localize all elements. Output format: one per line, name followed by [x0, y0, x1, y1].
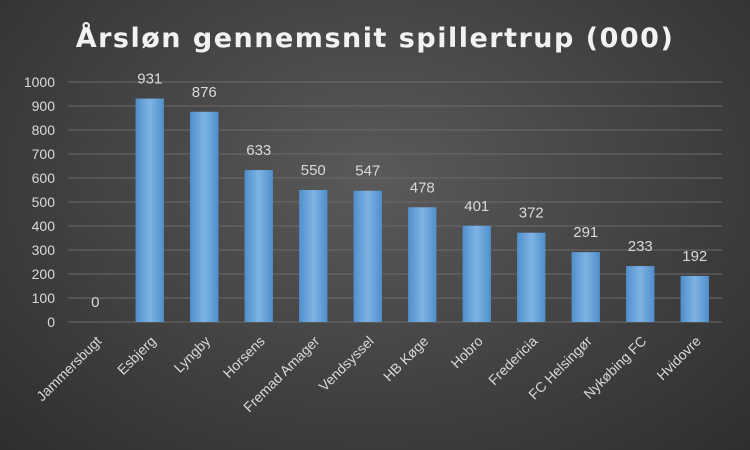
bar [190, 111, 219, 322]
bar [517, 232, 546, 322]
y-tick-label: 600 [32, 170, 56, 186]
data-label: 633 [246, 142, 271, 159]
bar [680, 275, 709, 322]
data-label: 192 [682, 248, 707, 265]
y-tick-label: 200 [32, 266, 56, 282]
bar [353, 190, 382, 322]
y-tick-label: 100 [32, 290, 56, 306]
x-tick-label: HB Køge [380, 333, 432, 385]
bar [408, 207, 437, 322]
x-tick-label: Vendsyssel [315, 333, 376, 394]
data-label: 0 [91, 294, 99, 311]
data-label: 876 [192, 84, 217, 101]
y-axis: 0 100 200 300 400 500 600 700 800 900 1000 [24, 74, 55, 330]
bar [299, 190, 328, 322]
data-label: 550 [301, 162, 326, 179]
data-label: 372 [519, 205, 544, 222]
data-label: 233 [628, 238, 653, 255]
data-label: 931 [137, 71, 162, 88]
data-label: 478 [410, 179, 435, 196]
x-tick-label: Hobro [448, 333, 486, 371]
x-tick-label: Fredericia [485, 333, 540, 388]
data-labels: 0 931 876 633 550 547 478 401 372 291 233 192 [91, 71, 707, 311]
bar [571, 252, 600, 322]
y-tick-label: 800 [32, 122, 56, 138]
y-tick-label: 700 [32, 146, 56, 162]
y-tick-label: 900 [32, 98, 56, 114]
x-tick-label: Jammersbugt [33, 333, 104, 404]
y-tick-label: 300 [32, 242, 56, 258]
bar [244, 170, 273, 322]
gridlines [68, 81, 722, 323]
y-tick-label: 500 [32, 194, 56, 210]
y-tick-label: 0 [47, 314, 55, 330]
data-label: 547 [355, 163, 380, 180]
x-tick-label: Horsens [220, 333, 268, 381]
bar [462, 225, 491, 322]
data-label: 291 [573, 224, 598, 241]
bars [135, 98, 709, 322]
y-tick-label: 1000 [24, 74, 55, 90]
data-label: 401 [464, 198, 489, 215]
chart-title: Årsløn gennemsnit spillertrup (000) [76, 22, 675, 54]
bar [135, 98, 164, 322]
x-tick-label: Hvidovre [653, 333, 704, 384]
bar [626, 266, 655, 322]
x-tick-label: Esbjerg [114, 333, 159, 378]
x-tick-label: Lyngby [171, 333, 214, 376]
y-tick-label: 400 [32, 218, 56, 234]
